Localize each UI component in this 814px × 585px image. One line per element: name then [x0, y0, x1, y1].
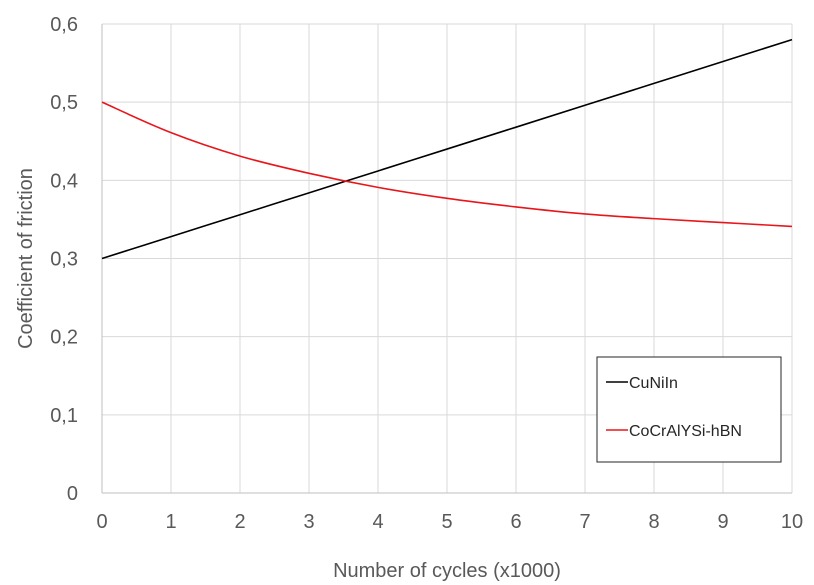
y-axis-title: Coefficient of friction: [15, 168, 37, 349]
series-line-cuniin: [101, 38, 793, 260]
x-tick-label: 8: [648, 511, 659, 533]
y-tick-label: 0,1: [50, 405, 78, 427]
x-tick-label: 4: [372, 511, 383, 533]
x-tick-label: 9: [717, 511, 728, 533]
x-tick-label: 2: [234, 511, 245, 533]
y-tick-label: 0,6: [50, 14, 78, 36]
tick-labels: 0 1 2 3 4 5 6 7 8 9 10 0 0,1 0,2 0,3 0,4 0,5 0,6: [50, 14, 803, 533]
legend-label: CuNiIn: [629, 375, 678, 392]
grid-lines: [102, 23, 793, 493]
series-group: [101, 38, 793, 260]
y-tick-label: 0,5: [50, 92, 78, 114]
x-tick-label: 0: [96, 511, 107, 533]
legend: CuNiIn CoCrAlYSi-hBN: [596, 356, 782, 463]
legend-box: [596, 356, 782, 463]
x-tick-label: 10: [781, 511, 803, 533]
y-tick-label: 0,2: [50, 327, 78, 349]
x-tick-label: 1: [165, 511, 176, 533]
x-tick-label: 5: [441, 511, 452, 533]
legend-label: CoCrAlYSi-hBN: [629, 423, 742, 440]
y-tick-label: 0: [67, 483, 78, 505]
series-line-cocralysi-hbn: [101, 101, 793, 228]
x-tick-label: 6: [510, 511, 521, 533]
x-axis-title: Number of cycles (x1000): [333, 560, 561, 582]
y-tick-label: 0,3: [50, 249, 78, 271]
x-tick-label: 3: [303, 511, 314, 533]
x-tick-label: 7: [579, 511, 590, 533]
y-tick-label: 0,4: [50, 170, 78, 192]
